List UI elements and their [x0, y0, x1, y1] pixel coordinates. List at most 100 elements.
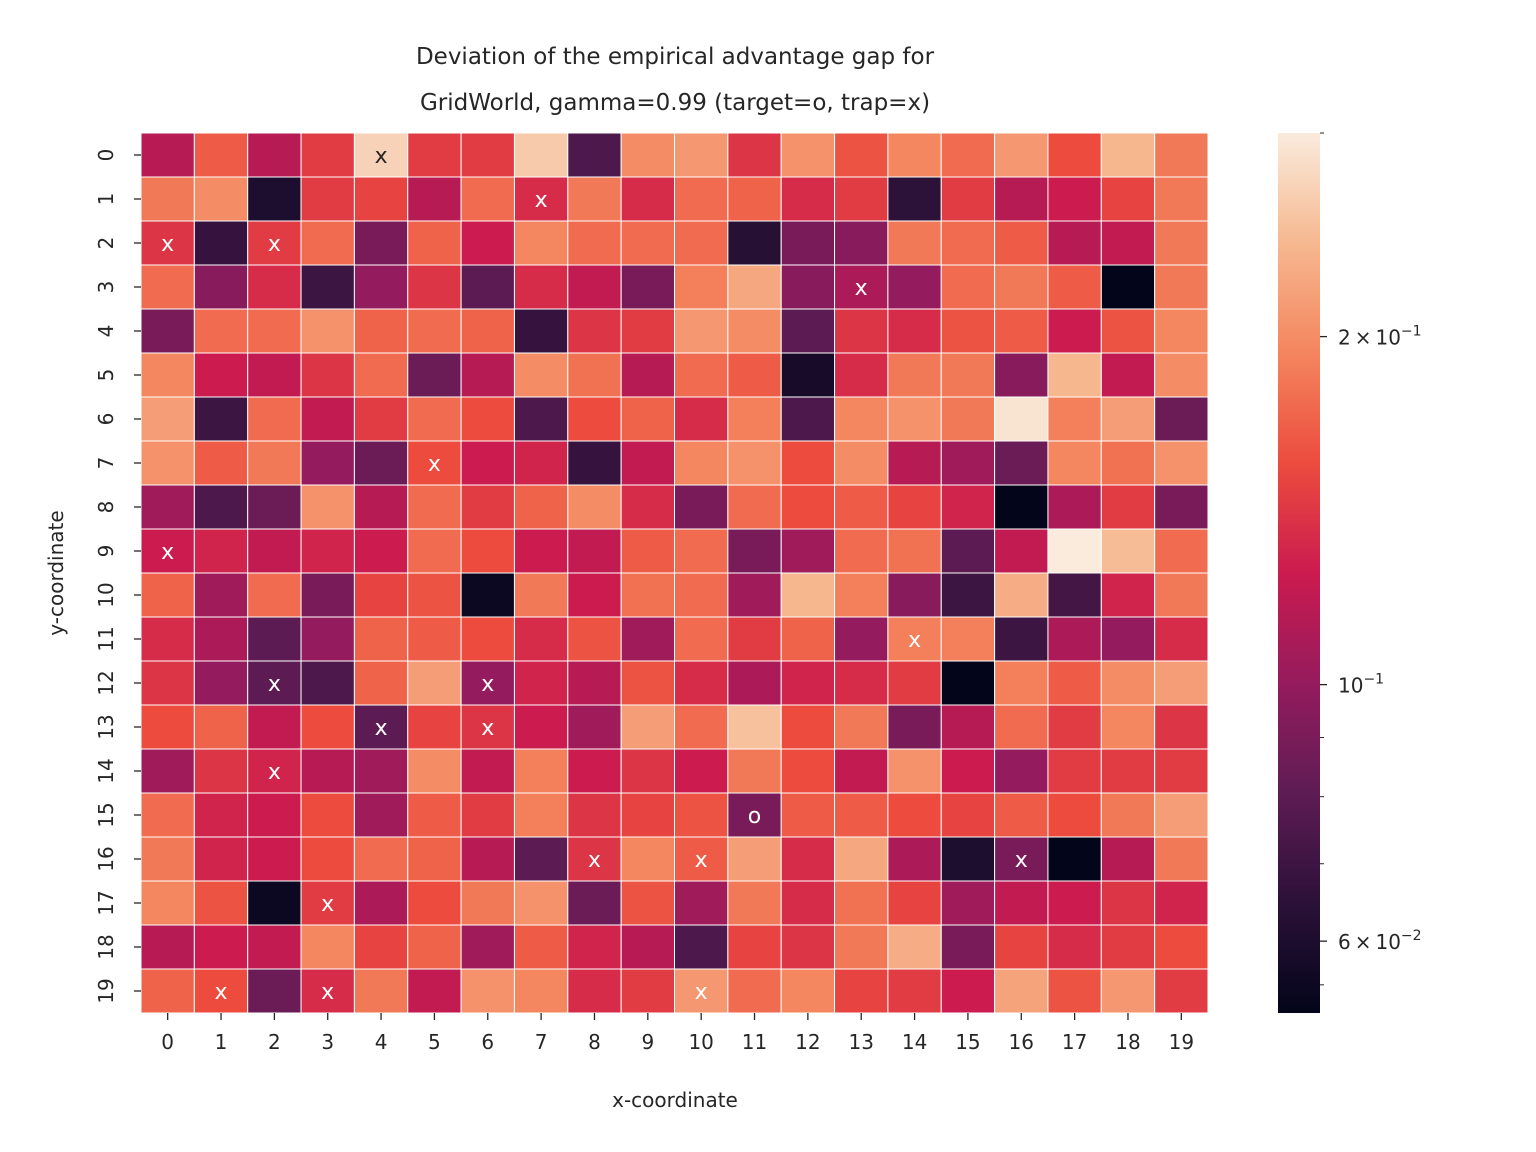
heatmap-cell	[727, 924, 782, 970]
heatmap-cell	[193, 132, 249, 178]
heatmap-cell	[940, 528, 996, 574]
heatmap-cell	[780, 308, 836, 354]
heatmap-cell	[300, 132, 355, 178]
heatmap-cell	[513, 528, 569, 574]
heatmap-cell	[940, 572, 996, 618]
heatmap-cell	[834, 440, 889, 486]
heatmap-cell	[834, 572, 889, 618]
heatmap-cell	[1154, 968, 1209, 1014]
x-tick-label: 7	[535, 1030, 548, 1054]
heatmap-cell	[834, 220, 889, 266]
heatmap-cell	[460, 660, 515, 706]
trap-marker: x	[268, 232, 281, 257]
heatmap-cell	[1047, 880, 1102, 926]
heatmap-cell	[834, 660, 889, 706]
heatmap-cell	[513, 968, 569, 1014]
colorbar: 2 × 10−1 10−1 6 × 10−2	[1278, 132, 1422, 1013]
heatmap-cell	[780, 220, 836, 266]
heatmap-cell	[513, 748, 569, 794]
heatmap-cell	[140, 880, 195, 926]
heatmap-cell	[674, 264, 729, 310]
heatmap-cell	[567, 220, 622, 266]
colorbar-tick-label: 6 × 10−2	[1338, 928, 1422, 954]
heatmap-cell	[247, 616, 302, 662]
heatmap-cell	[300, 968, 355, 1014]
heatmap-cell	[193, 308, 249, 354]
heatmap-cell	[407, 264, 462, 310]
heatmap-cell	[887, 616, 942, 662]
heatmap-cell	[567, 440, 622, 486]
heatmap-cell	[1047, 836, 1102, 882]
heatmap-cell	[353, 968, 409, 1014]
heatmap-cell	[140, 264, 195, 310]
heatmap-cell	[1154, 176, 1209, 222]
heatmap-cell	[780, 704, 836, 750]
heatmap-cell	[727, 660, 782, 706]
heatmap-cell	[727, 880, 782, 926]
heatmap-cell	[300, 924, 355, 970]
heatmap-cell	[994, 528, 1049, 574]
heatmap-cell	[727, 132, 782, 178]
heatmap-cell	[994, 748, 1049, 794]
heatmap-cell	[1047, 616, 1102, 662]
heatmap-cell	[567, 792, 622, 838]
x-tick-label: 17	[1062, 1030, 1087, 1054]
heatmap-cell	[247, 880, 302, 926]
heatmap-cell	[407, 704, 462, 750]
heatmap-cell	[300, 836, 355, 882]
heatmap-cell	[407, 132, 462, 178]
heatmap-cell	[193, 352, 249, 398]
y-tick-label: 13	[94, 714, 118, 739]
x-tick-label: 14	[902, 1030, 927, 1054]
heatmap-cell	[674, 176, 729, 222]
heatmap-cell	[460, 352, 515, 398]
heatmap-cell	[407, 572, 462, 618]
heatmap-cell	[407, 968, 462, 1014]
heatmap-cell	[994, 484, 1049, 530]
heatmap-cell	[887, 176, 942, 222]
heatmap-cell	[513, 924, 569, 970]
heatmap-cell	[780, 176, 836, 222]
heatmap-cell	[140, 396, 195, 442]
heatmap-cell	[1154, 748, 1209, 794]
y-tick-label: 19	[94, 978, 118, 1003]
heatmap-cell	[567, 572, 622, 618]
chart-title-line-2: GridWorld, gamma=0.99 (target=o, trap=x)	[420, 90, 930, 116]
heatmap-cell	[620, 308, 676, 354]
heatmap-cell	[727, 440, 782, 486]
heatmap-cell	[727, 220, 782, 266]
heatmap-cell	[1047, 176, 1102, 222]
y-tick-label: 9	[94, 545, 118, 558]
heatmap-cell	[727, 792, 782, 838]
heatmap-cell	[1154, 660, 1209, 706]
heatmap-cell	[407, 836, 462, 882]
heatmap-cell	[353, 440, 409, 486]
x-axis-label: x-coordinate	[612, 1088, 738, 1112]
heatmap-cell	[1154, 924, 1209, 970]
heatmap-cell	[727, 572, 782, 618]
y-tick-label: 7	[94, 457, 118, 470]
heatmap-cell	[1047, 792, 1102, 838]
heatmap-cell	[460, 264, 515, 310]
x-tick-label: 12	[795, 1030, 820, 1054]
heatmap-cell	[1100, 792, 1156, 838]
heatmap-cell	[460, 968, 515, 1014]
heatmap-cell	[1047, 308, 1102, 354]
heatmap-cell	[620, 396, 676, 442]
heatmap-cell	[300, 660, 355, 706]
heatmap-cell	[940, 616, 996, 662]
heatmap-cell	[674, 396, 729, 442]
x-tick-label: 2	[268, 1030, 281, 1054]
heatmap-cell	[780, 924, 836, 970]
heatmap-cell	[247, 440, 302, 486]
heatmap-cell	[513, 396, 569, 442]
heatmap-cell	[140, 968, 195, 1014]
heatmap-cell	[407, 660, 462, 706]
heatmap-cell	[513, 660, 569, 706]
heatmap-cell	[994, 308, 1049, 354]
heatmap-cell	[1047, 748, 1102, 794]
heatmap-cell	[1154, 308, 1209, 354]
heatmap-cell	[887, 748, 942, 794]
heatmap-cell	[1154, 836, 1209, 882]
heatmap-cell	[994, 176, 1049, 222]
